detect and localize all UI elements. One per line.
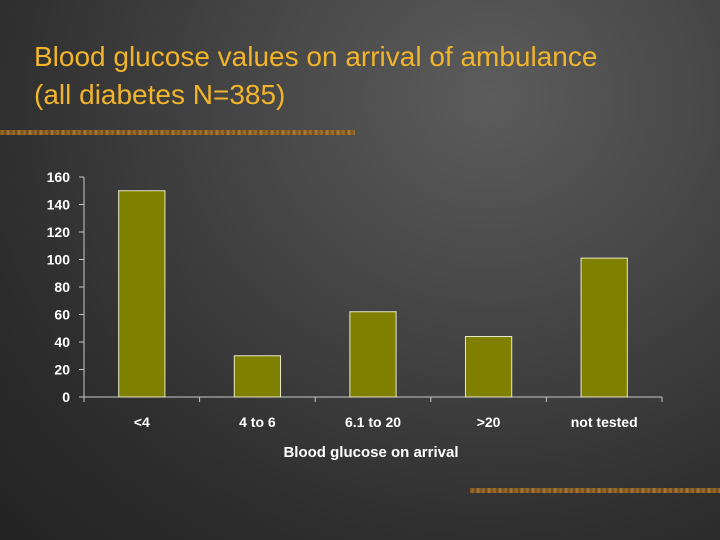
bar-1	[233, 355, 282, 398]
y-tick-label: 80	[54, 279, 70, 295]
x-tick-label: >20	[477, 414, 501, 430]
y-tick-label: 60	[54, 307, 70, 323]
x-axis: <4 4 to 6 6.1 to 20 >20 not tested	[83, 396, 663, 430]
slide-title: Blood glucose values on arrival of ambul…	[34, 38, 704, 114]
bar-0	[118, 190, 166, 398]
decorative-rule-bottom	[470, 488, 720, 493]
x-tick-label: 4 to 6	[239, 414, 276, 430]
slide-title-line-1: Blood glucose values on arrival of ambul…	[34, 41, 598, 72]
y-tick-label: 100	[47, 252, 71, 268]
bar-3	[464, 336, 513, 398]
slide-title-line-2: (all diabetes N=385)	[34, 79, 286, 110]
x-tick-label: 6.1 to 20	[345, 414, 401, 430]
y-tick-label: 120	[47, 224, 71, 240]
x-tick-label: <4	[134, 414, 150, 430]
bar-4	[580, 257, 628, 398]
bar-series	[118, 190, 628, 398]
bar-2	[349, 311, 397, 398]
y-tick-label: 0	[62, 389, 70, 405]
y-tick-label: 40	[54, 334, 70, 350]
y-tick-label: 140	[47, 197, 71, 213]
y-tick-label: 160	[47, 169, 71, 185]
y-axis: 0 20 40 60 80 100 120 140 160	[47, 169, 85, 405]
y-tick-label: 20	[54, 362, 70, 378]
decorative-rule-top	[0, 130, 355, 135]
x-tick-label: not tested	[571, 414, 638, 430]
x-axis-title: Blood glucose on arrival	[283, 444, 458, 461]
